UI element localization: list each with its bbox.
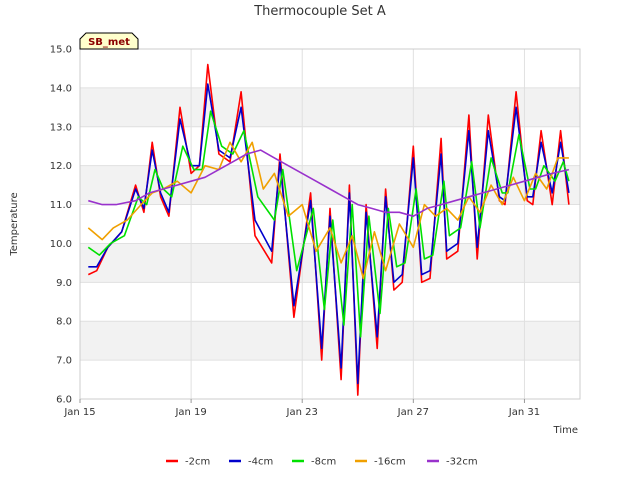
- badge-shape: [79, 32, 139, 50]
- legend-label: -8cm: [311, 457, 336, 468]
- y-tick-label: 8.0: [56, 317, 72, 328]
- series-line-4cmcm: [88, 83, 570, 385]
- y-tick-label: 9.0: [56, 278, 72, 289]
- y-tick-label: 11.0: [50, 200, 72, 211]
- x-axis-ticks: Jan 15 Jan 19 Jan 23 Jan 27 Jan 31: [63, 399, 540, 418]
- x-tick-label: Jan 23: [286, 407, 318, 418]
- series-line-8cmcm: [87, 110, 570, 338]
- y-tick-label: 6.0: [56, 395, 72, 406]
- y-tick-label: 13.0: [50, 122, 72, 133]
- chart-title: Thermocouple Set A: [253, 4, 386, 19]
- grid-band: [80, 321, 580, 361]
- x-tick-label: Jan 19: [174, 407, 206, 418]
- y-tick-label: 7.0: [56, 356, 72, 367]
- y-tick-label: 10.0: [50, 239, 72, 250]
- series-line-16cmcm: [87, 141, 569, 280]
- y-tick-label: 14.0: [50, 83, 72, 94]
- grid-bands: [80, 87, 580, 361]
- y-axis-label: Temperature: [9, 192, 20, 256]
- grid-band: [80, 87, 580, 127]
- y-tick-label: 15.0: [50, 45, 72, 56]
- series-layer: [87, 63, 570, 396]
- series-line-32cmcm: [88, 149, 570, 217]
- y-axis-ticks: 6.0 7.0 8.0 9.0 10.0 11.0 12.0 13.0 14.0 15.0: [50, 45, 72, 406]
- legend-label: -4cm: [248, 457, 273, 468]
- badge: SB_met: [79, 32, 139, 50]
- x-axis-label: Time: [553, 425, 578, 436]
- plot-border: [79, 48, 581, 400]
- y-tick-label: 12.0: [50, 161, 72, 172]
- legend: -2cm -4cm -8cm -16cm -32cm: [166, 457, 478, 468]
- legend-label: -2cm: [185, 457, 210, 468]
- x-tick-label: Jan 27: [397, 407, 429, 418]
- x-tick-label: Jan 15: [63, 407, 95, 418]
- legend-label: -16cm: [374, 457, 406, 468]
- x-tick-label: Jan 31: [508, 407, 540, 418]
- legend-label: -32cm: [446, 457, 478, 468]
- badge-label: SB_met: [88, 37, 130, 48]
- plot-area: [79, 48, 581, 400]
